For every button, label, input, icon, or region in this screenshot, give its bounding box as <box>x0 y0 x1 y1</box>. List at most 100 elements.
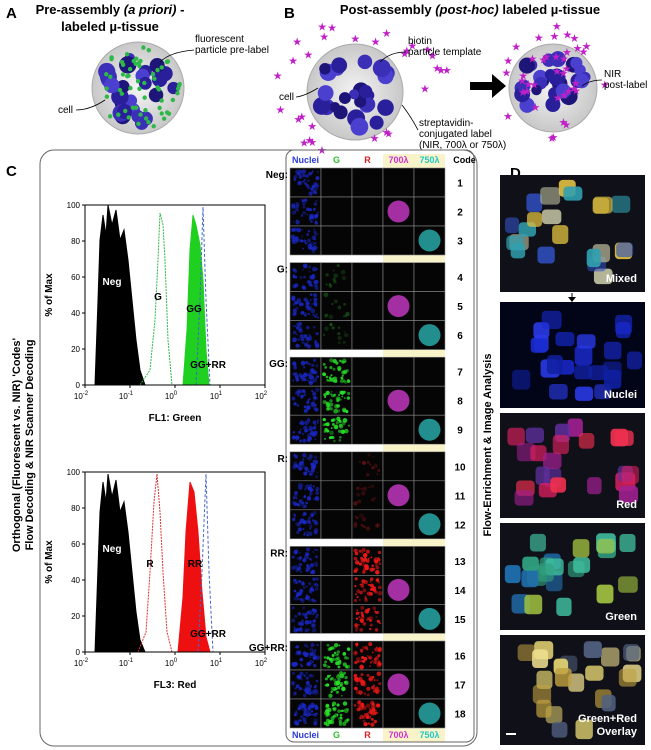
signal-dot <box>309 563 315 568</box>
label-star: ★ <box>563 86 573 98</box>
signal-dot <box>362 570 366 574</box>
signal-dot <box>302 210 307 215</box>
image-cell <box>320 451 353 482</box>
signal-dot <box>358 562 362 566</box>
image-cell <box>320 509 353 540</box>
signal-dot <box>360 611 364 615</box>
signal-dot <box>312 612 315 616</box>
signal-dot <box>377 550 382 555</box>
signal-dot <box>310 642 315 648</box>
signal-dot <box>323 721 328 726</box>
micrograph-cell <box>543 452 562 470</box>
signal-dot <box>310 284 313 287</box>
signal-dot <box>353 703 357 707</box>
label-star: ★ <box>563 30 573 42</box>
signal-dot <box>337 368 341 372</box>
signal-dot <box>291 435 296 440</box>
signal-dot <box>336 650 340 654</box>
signal-dot <box>332 379 335 383</box>
label-star: ★ <box>371 36 381 48</box>
signal-dot <box>335 421 339 425</box>
image-cell <box>382 546 415 576</box>
label-star: ★ <box>517 76 527 88</box>
signal-dot <box>332 377 335 380</box>
signal-dot <box>308 333 311 337</box>
signal-dot <box>310 570 314 575</box>
signal-dot <box>295 651 299 656</box>
signal-dot <box>323 656 327 659</box>
signal-dot <box>295 582 299 585</box>
signal-dot <box>377 580 381 584</box>
signal-dot <box>353 501 358 506</box>
signal-dot <box>326 643 330 647</box>
signal-dot <box>375 689 380 694</box>
x-tick-label: 100 <box>165 391 178 401</box>
signal-dot <box>377 556 380 560</box>
micrograph-label: Mixed <box>606 273 637 285</box>
signal-dot <box>302 438 307 443</box>
signal-dot <box>343 302 346 306</box>
axis-label: % of Max <box>44 273 55 317</box>
signal-dot <box>322 333 326 337</box>
signal-dot <box>375 703 381 708</box>
signal-dot <box>375 646 378 649</box>
label-star: ★ <box>558 68 568 80</box>
signal-dot <box>293 178 297 181</box>
signal-dot <box>328 282 332 286</box>
label-star: ★ <box>550 31 560 43</box>
signal-dot <box>330 716 335 721</box>
signal-dot <box>329 435 333 439</box>
scale-bar <box>506 733 516 735</box>
signal-dot <box>326 656 330 660</box>
signal-dot <box>315 613 319 617</box>
signal-dot <box>356 595 359 599</box>
tick-base: 10 <box>255 392 264 401</box>
micrograph-label: Red <box>616 499 637 511</box>
signal-dot <box>324 660 328 664</box>
micrograph-cell <box>618 576 638 593</box>
signal-dot <box>329 677 333 681</box>
image-cell <box>351 262 384 292</box>
signal-dot <box>293 372 299 378</box>
signal-dot <box>314 220 317 222</box>
signal-dot <box>304 612 308 617</box>
signal-dot <box>343 655 348 660</box>
signal-dot <box>328 284 333 288</box>
particle <box>120 72 126 77</box>
signal-dot <box>309 368 315 373</box>
signal-dot <box>360 605 365 610</box>
particle <box>127 66 133 72</box>
group-label: R: <box>277 454 288 465</box>
column-header: Nuclei <box>292 155 319 165</box>
signal-dot <box>314 460 319 464</box>
signal-dot <box>368 642 373 647</box>
micrograph-cell <box>532 684 552 704</box>
code-label: 6 <box>457 331 463 342</box>
signal-dot <box>303 180 306 182</box>
signal-dot <box>325 715 328 718</box>
signal-dot <box>310 462 314 467</box>
cell <box>369 115 384 130</box>
signal-dot <box>314 475 318 479</box>
panel-letter: C <box>6 163 17 180</box>
signal-dot <box>295 522 300 527</box>
image-cell <box>351 225 384 256</box>
signal-dot <box>303 471 308 476</box>
signal-dot <box>337 335 342 341</box>
signal-dot <box>291 210 297 215</box>
signal-blob <box>418 324 441 347</box>
signal-dot <box>292 325 295 328</box>
micrograph-cell <box>601 694 616 712</box>
signal-dot <box>295 581 298 584</box>
signal-dot <box>325 283 328 286</box>
code-label: 15 <box>454 615 466 626</box>
signal-dot <box>332 707 335 710</box>
micrograph-cell <box>550 477 567 493</box>
signal-dot <box>343 708 349 714</box>
signal-dot <box>306 417 311 422</box>
micrograph-cell <box>535 466 550 486</box>
code-label: 17 <box>454 681 466 692</box>
signal-dot <box>354 521 358 525</box>
tick-exponent: 1 <box>219 658 223 664</box>
signal-dot <box>346 647 351 651</box>
